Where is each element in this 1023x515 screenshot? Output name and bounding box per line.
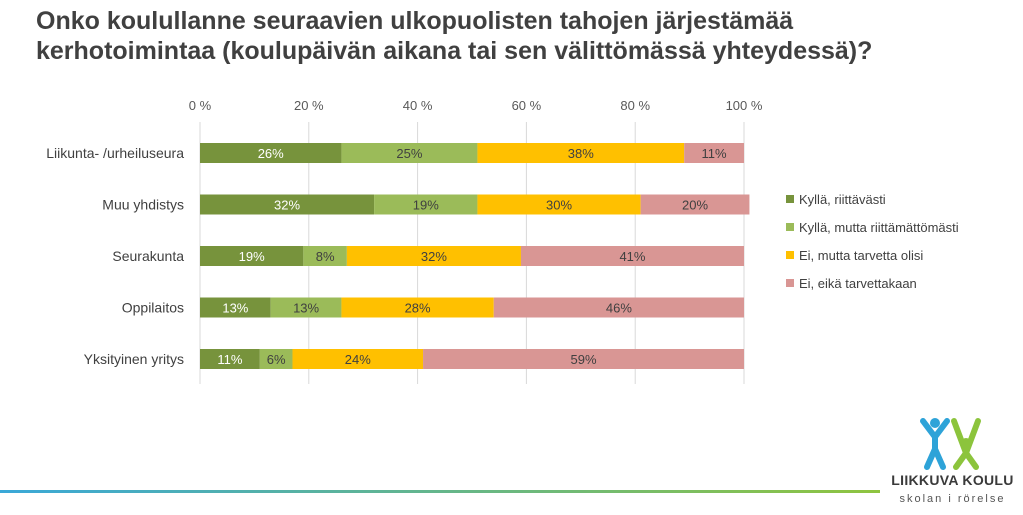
bar-segment <box>200 143 342 163</box>
x-tick-label: 20 % <box>294 98 324 113</box>
data-label: 13% <box>293 301 319 316</box>
bar-segment <box>341 143 478 163</box>
x-tick-label: 80 % <box>620 98 650 113</box>
x-tick-label: 0 % <box>189 98 212 113</box>
category-label: Muu yhdistys <box>102 197 184 213</box>
logo-subtitle: skolan i rörelse <box>899 493 1006 505</box>
bar-segment <box>423 349 744 369</box>
data-label: 30% <box>546 198 572 213</box>
x-tick-label: 60 % <box>512 98 542 113</box>
liikkuva-koulu-logo: LIIKKUVA KOULU skolan i rörelse <box>890 415 1015 510</box>
x-tick-label: 40 % <box>403 98 433 113</box>
bar-segment <box>477 143 685 163</box>
bar-segment <box>270 297 342 318</box>
data-label: 26% <box>258 146 284 161</box>
bar-segment <box>200 194 375 215</box>
bar-segment <box>520 246 744 266</box>
chart-title: Onko koulullanne seuraavien ulkopuoliste… <box>36 7 873 65</box>
legend-swatch <box>786 279 794 287</box>
bar-segment <box>259 349 293 369</box>
footer-divider <box>0 490 880 493</box>
data-label: 6% <box>267 352 286 367</box>
logo-figures-icon <box>920 418 981 470</box>
data-label: 46% <box>606 301 632 316</box>
legend-swatch <box>786 251 794 259</box>
data-label: 19% <box>413 198 439 213</box>
bar-segment <box>200 297 271 318</box>
data-label: 25% <box>396 146 422 161</box>
category-label: Liikunta- /urheiluseura <box>46 145 184 161</box>
data-label: 20% <box>682 198 708 213</box>
data-label: 13% <box>222 301 248 316</box>
bar-segment <box>292 349 424 369</box>
data-label: 32% <box>274 198 300 213</box>
category-label: Seurakunta <box>112 248 184 264</box>
bar-segment <box>477 194 641 215</box>
data-label: 19% <box>239 249 265 264</box>
logo-name: LIIKKUVA KOULU <box>891 472 1014 488</box>
data-label: 28% <box>405 301 431 316</box>
bar-segment <box>200 246 304 266</box>
bar-segment <box>493 297 744 318</box>
data-label: 24% <box>345 352 371 367</box>
data-label: 59% <box>571 352 597 367</box>
data-label: 32% <box>421 249 447 264</box>
bar-segment <box>374 194 478 215</box>
bar-segment <box>200 349 260 369</box>
bar-segment <box>341 297 494 318</box>
bar-segment <box>640 194 750 215</box>
legend-label: Ei, eikä tarvettakaan <box>799 276 917 291</box>
legend-label: Ei, mutta tarvetta olisi <box>799 248 923 263</box>
legend-swatch <box>786 195 794 203</box>
legend-label: Kyllä, riittävästi <box>799 192 886 207</box>
bar-segment <box>684 143 744 163</box>
x-tick-label: 100 % <box>726 98 763 113</box>
bar-segment <box>303 246 347 266</box>
data-label: 41% <box>619 249 645 264</box>
category-label: Yksityinen yritys <box>84 351 184 367</box>
data-label: 8% <box>316 249 335 264</box>
data-label: 11% <box>217 352 242 367</box>
bar-segment <box>346 246 521 266</box>
data-label: 11% <box>702 146 727 161</box>
category-label: Oppilaitos <box>122 300 184 316</box>
legend-swatch <box>786 223 794 231</box>
legend-label: Kyllä, mutta riittämättömästi <box>799 220 959 235</box>
data-label: 38% <box>568 146 594 161</box>
